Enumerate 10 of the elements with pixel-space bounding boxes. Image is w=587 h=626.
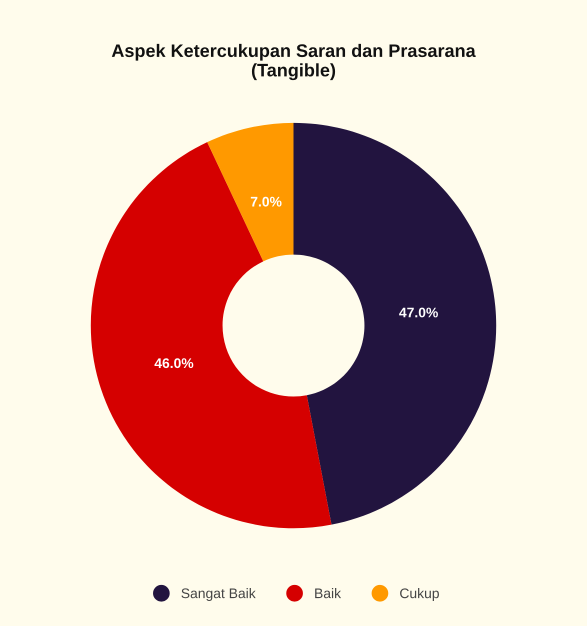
legend-label: Cukup [400, 588, 439, 601]
legend-label: Baik [315, 588, 342, 598]
data-label: 7.0% [250, 196, 282, 207]
legend-label: Sangat Baik [181, 588, 256, 601]
donut-slice [294, 122, 496, 525]
data-label: 47.0% [399, 308, 438, 318]
donut-slice [90, 142, 332, 528]
donut-slice [207, 122, 294, 262]
data-label: 46.0% [154, 358, 194, 368]
chart-title: Aspek Ketercukupan Saran dan Prasarana (Tangible) [112, 44, 476, 80]
